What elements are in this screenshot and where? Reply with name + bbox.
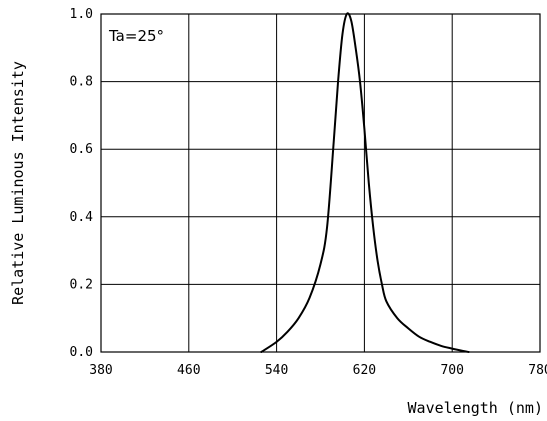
- x-axis-label: Wavelength (nm): [408, 399, 543, 417]
- x-tick-label-700: 700: [440, 363, 463, 378]
- x-tick-label-620: 620: [353, 363, 376, 378]
- y-axis-ticks: 0.0 0.2 0.4 0.6 0.8 1.0: [70, 7, 94, 360]
- x-tick-label-380: 380: [89, 363, 112, 378]
- y-tick-label-0.6: 0.6: [70, 142, 93, 157]
- y-tick-label-0.8: 0.8: [70, 75, 93, 90]
- y-tick-label-0.2: 0.2: [70, 277, 93, 292]
- x-axis-ticks: 380 460 540 620 700 780: [89, 363, 547, 378]
- x-tick-label-460: 460: [177, 363, 200, 378]
- grid: [101, 14, 540, 352]
- plot-border: [100, 13, 541, 353]
- y-tick-label-1.0: 1.0: [70, 7, 93, 22]
- plot-frame: [100, 13, 541, 353]
- x-tick-label-540: 540: [265, 363, 288, 378]
- x-tick-label-780: 780: [528, 363, 547, 378]
- temperature-annotation: Ta=25°: [108, 27, 164, 45]
- y-tick-label-0.0: 0.0: [70, 345, 93, 360]
- series-line-0: [260, 12, 470, 353]
- y-tick-label-0.4: 0.4: [70, 210, 94, 225]
- series-layer: [260, 12, 470, 353]
- y-axis-label: Relative Luminous Intensity: [9, 61, 27, 305]
